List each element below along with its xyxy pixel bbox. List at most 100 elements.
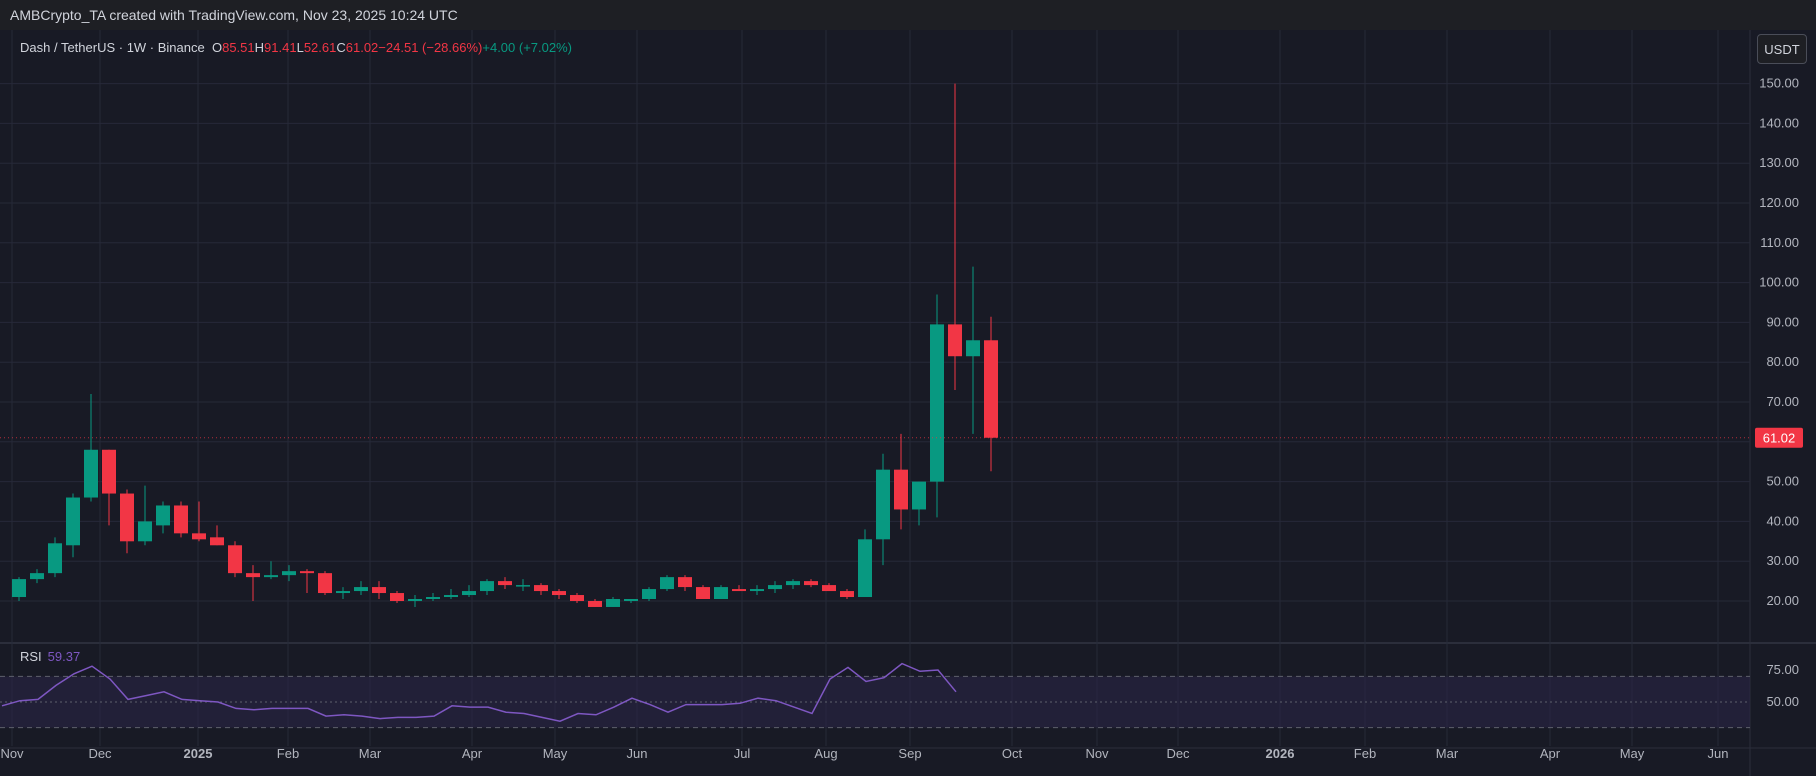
candle-body — [606, 599, 620, 607]
rsi-legend: RSI 59.37 — [20, 649, 80, 664]
price-tick-label: 40.00 — [1766, 513, 1799, 528]
extra-change-value: +4.00 (+7.02%) — [482, 40, 572, 55]
candle-body — [264, 575, 278, 578]
price-tick-label: 130.00 — [1759, 155, 1799, 170]
last-price-label: 61.02 — [1763, 431, 1796, 446]
candle-body — [930, 324, 944, 482]
price-tick-label: 120.00 — [1759, 195, 1799, 210]
candle-body — [768, 585, 782, 590]
candle-body — [732, 589, 746, 592]
price-tick-label: 50.00 — [1766, 474, 1799, 489]
candle-body — [660, 577, 674, 590]
candle-body — [138, 521, 152, 542]
candle-body — [102, 449, 116, 494]
time-axis-label: Dec — [88, 746, 112, 761]
candle-body — [372, 587, 386, 594]
open-label: O — [211, 40, 223, 55]
time-axis-label: 2025 — [184, 746, 213, 761]
candle-body — [462, 591, 476, 596]
candle-body — [336, 591, 350, 594]
price-chart[interactable]: 20.0030.0040.0050.0060.0070.0080.0090.00… — [0, 30, 1816, 776]
candle-body — [570, 595, 584, 601]
candle-body — [156, 505, 170, 526]
rsi-tick-label: 75.00 — [1766, 662, 1799, 677]
candle-body — [444, 595, 458, 598]
candle-body — [984, 340, 998, 438]
candle-body — [192, 533, 206, 540]
price-legend: Dash / TetherUS · 1W · Binance O85.51H91… — [20, 40, 572, 55]
candle-body — [282, 571, 296, 576]
candle-body — [480, 581, 494, 592]
top-bar: AMBCrypto_TA created with TradingView.co… — [0, 0, 1816, 30]
candle-body — [246, 573, 260, 578]
candle-body — [912, 481, 926, 510]
time-axis-label: Aug — [814, 746, 837, 761]
candle-body — [12, 579, 26, 598]
candle-body — [588, 601, 602, 607]
candle-body — [642, 589, 656, 600]
candle-body — [66, 497, 80, 546]
price-tick-label: 90.00 — [1766, 314, 1799, 329]
time-axis-label: Feb — [1354, 746, 1376, 761]
rsi-name[interactable]: RSI — [20, 649, 42, 664]
time-axis-label: May — [1620, 746, 1645, 761]
candle-body — [120, 493, 134, 542]
candle-body — [822, 585, 836, 592]
candle-body — [30, 573, 44, 580]
time-axis-label: Nov — [1085, 746, 1109, 761]
candle-body — [390, 593, 404, 601]
time-axis-label: Sep — [898, 746, 921, 761]
candle-body — [696, 587, 710, 600]
candle-body — [876, 469, 890, 540]
price-tick-label: 30.00 — [1766, 553, 1799, 568]
candle-body — [354, 587, 368, 592]
candle-body — [966, 340, 980, 357]
candle-body — [678, 577, 692, 588]
time-axis-label: Mar — [359, 746, 382, 761]
candle-body — [210, 537, 224, 546]
candle-body — [714, 587, 728, 600]
time-axis-label: Jul — [734, 746, 751, 761]
price-tick-label: 140.00 — [1759, 115, 1799, 130]
rsi-value: 59.37 — [47, 649, 81, 664]
price-tick-label: 100.00 — [1759, 275, 1799, 290]
candle-body — [516, 585, 530, 587]
time-axis-label: 2026 — [1266, 746, 1295, 761]
time-axis-label: Jun — [627, 746, 648, 761]
high-value: 91.41 — [264, 40, 297, 55]
time-axis-label: Nov — [0, 746, 24, 761]
candle-body — [228, 545, 242, 574]
price-tick-label: 80.00 — [1766, 354, 1799, 369]
rsi-line — [1, 662, 957, 722]
price-tick-label: 20.00 — [1766, 593, 1799, 608]
currency-button[interactable]: USDT — [1757, 34, 1807, 64]
low-value: 52.61 — [303, 40, 337, 55]
low-label: L — [296, 40, 304, 55]
price-tick-label: 150.00 — [1759, 76, 1799, 91]
candle-body — [84, 449, 98, 498]
price-tick-label: 70.00 — [1766, 394, 1799, 409]
attribution-text: AMBCrypto_TA created with TradingView.co… — [10, 7, 458, 23]
time-axis-label: Oct — [1002, 746, 1023, 761]
candle-body — [534, 585, 548, 592]
candle-body — [840, 591, 854, 598]
open-value: 85.51 — [222, 40, 255, 55]
symbol-label[interactable]: Dash / TetherUS · 1W · Binance — [20, 40, 205, 55]
rsi-tick-label: 50.00 — [1766, 694, 1799, 709]
time-axis-label: Feb — [277, 746, 299, 761]
close-value: 61.02 — [345, 40, 379, 55]
candle-body — [552, 591, 566, 596]
time-axis-label: Mar — [1436, 746, 1459, 761]
close-label: C — [336, 40, 346, 55]
price-axis-panel — [1750, 30, 1816, 776]
last-price-tag — [1755, 427, 1803, 448]
change-value: −24.51 (−28.66%) — [378, 40, 483, 55]
time-axis-label: Jun — [1708, 746, 1729, 761]
candle-body — [48, 543, 62, 574]
chart-area[interactable] — [0, 30, 1816, 776]
candle-body — [300, 571, 314, 574]
time-axis-label: Apr — [1540, 746, 1561, 761]
candle-body — [948, 324, 962, 357]
candle-body — [174, 505, 188, 534]
candle-body — [786, 581, 800, 586]
